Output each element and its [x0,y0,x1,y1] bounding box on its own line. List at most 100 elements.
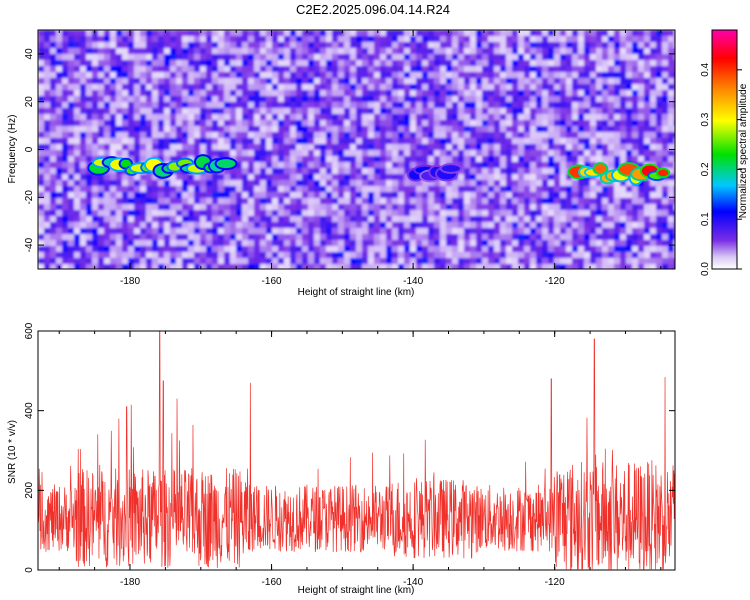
heatmap-cell [602,36,609,43]
heatmap-cell [122,180,129,187]
heatmap-cell [476,186,483,193]
heatmap-cell [524,66,531,73]
heatmap-cell [626,234,633,241]
heatmap-cell [554,84,561,91]
heatmap-cell [314,162,321,169]
heatmap-cell [236,258,243,265]
heatmap-cell [476,192,483,199]
heatmap-cell [554,72,561,79]
heatmap-cell [530,264,537,269]
heatmap-cell [344,54,351,61]
heatmap-cell [104,96,111,103]
heatmap-cell [278,174,285,181]
heatmap-cell [104,102,111,109]
heatmap-cell [62,168,69,175]
heatmap-cell [470,216,477,223]
heatmap-cell [566,66,573,73]
heatmap-cell [548,132,555,139]
heatmap-cell [368,264,375,269]
heatmap-cell [464,186,471,193]
heatmap-cell [596,144,603,151]
heatmap-cell [242,246,249,253]
heatmap-cell [500,228,507,235]
heatmap-cell [224,252,231,259]
heatmap-cell [602,60,609,67]
heatmap-cell [548,216,555,223]
heatmap-cell [638,264,645,269]
heatmap-cell [506,192,513,199]
heatmap-cell [284,246,291,253]
heatmap-cell [554,162,561,169]
heatmap-cell [464,36,471,43]
heatmap-cell [560,78,567,85]
heatmap-cell [272,264,279,269]
heatmap-cell [134,54,141,61]
heatmap-cell [464,252,471,259]
heatmap-cell [68,246,75,253]
heatmap-cell [644,108,651,115]
heatmap-cell [398,66,405,73]
heatmap-cell [440,66,447,73]
heatmap-cell [464,156,471,163]
heatmap-cell [440,36,447,43]
heatmap-cell [266,192,273,199]
heatmap-cell [524,132,531,139]
heatmap-cell [320,216,327,223]
heatmap-cell [596,150,603,157]
heatmap-feature-blob [216,159,236,169]
heatmap-cell [404,114,411,121]
heatmap-cell [314,216,321,223]
heatmap-cell [416,210,423,217]
heatmap-cell [278,186,285,193]
heatmap-cell [632,234,639,241]
heatmap-cell [302,234,309,241]
heatmap-cell [254,228,261,235]
heatmap-cell [338,96,345,103]
heatmap-cell [464,180,471,187]
heatmap-cell [242,210,249,217]
heatmap-cell [488,96,495,103]
heatmap-cell [314,60,321,67]
heatmap-cell [266,240,273,247]
heatmap-cell [380,198,387,205]
heatmap-cell [626,216,633,223]
heatmap-cell [266,186,273,193]
heatmap-cell [506,96,513,103]
heatmap-cell [164,132,171,139]
heatmap-cell [314,240,321,247]
heatmap-cell [74,138,81,145]
heatmap-cell [506,246,513,253]
heatmap-cell [170,90,177,97]
heatmap-cell [584,90,591,97]
heatmap-cell [602,234,609,241]
heatmap-cell [170,252,177,259]
heatmap-cell [236,42,243,49]
heatmap-cell [626,240,633,247]
heatmap-cell [668,102,675,109]
heatmap-cell [380,192,387,199]
heatmap-cell [464,108,471,115]
heatmap-cell [338,210,345,217]
heatmap-cell [416,108,423,115]
heatmap-cell [458,210,465,217]
heatmap-cell [638,96,645,103]
heatmap-cell [248,204,255,211]
heatmap-cell [236,210,243,217]
heatmap-cell [206,120,213,127]
heatmap-cell [590,204,597,211]
heatmap-cell [386,174,393,181]
heatmap-cell [512,96,519,103]
heatmap-cell [560,114,567,121]
heatmap-cell [518,36,525,43]
heatmap-cell [62,240,69,247]
heatmap-cell [194,228,201,235]
heatmap-cell [662,132,669,139]
heatmap-cell [572,66,579,73]
heatmap-cell [308,36,315,43]
heatmap-cell [242,30,249,37]
heatmap-cell [530,30,537,37]
heatmap-cell [86,90,93,97]
heatmap-cell [410,96,417,103]
heatmap-cell [218,234,225,241]
heatmap-cell [554,180,561,187]
